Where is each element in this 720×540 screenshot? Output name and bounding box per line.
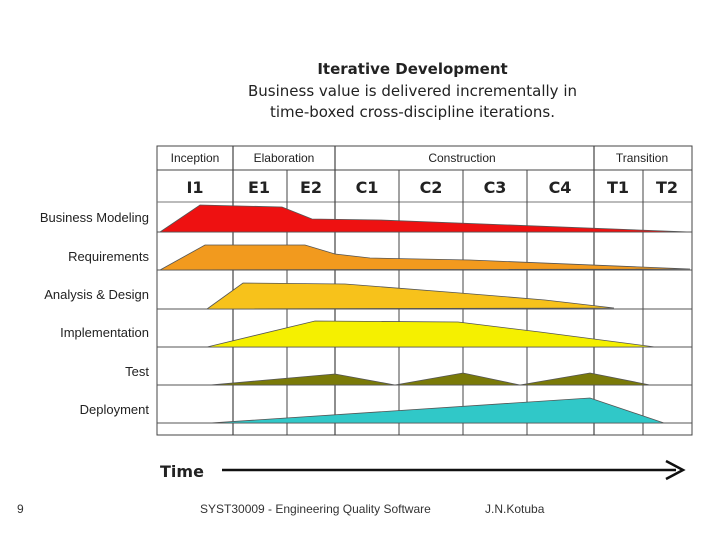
discipline-label-requirements: Requirements xyxy=(68,249,149,264)
time-arrow-head-icon xyxy=(665,459,686,481)
iteration-label-c4: C4 xyxy=(549,178,572,197)
diagram-title: Iterative Development xyxy=(317,60,508,78)
iteration-label-e1: E1 xyxy=(248,178,270,197)
diagram-subtitle: Business value is delivered incrementall… xyxy=(200,81,625,123)
hump-business-modeling xyxy=(158,204,691,233)
discipline-label-analysis-design: Analysis & Design xyxy=(44,287,149,302)
time-axis-label: Time xyxy=(160,462,204,481)
iteration-label-i1: I1 xyxy=(186,178,203,197)
iteration-label-e2: E2 xyxy=(300,178,322,197)
hump-analysis-design xyxy=(205,282,615,310)
subtitle-line-2: time-boxed cross-discipline iterations. xyxy=(269,103,555,121)
slide-number: 9 xyxy=(17,502,24,516)
iteration-label-c2: C2 xyxy=(420,178,443,197)
hump-implementation xyxy=(206,320,656,348)
discipline-label-implementation: Implementation xyxy=(60,325,149,340)
iteration-label-t1: T1 xyxy=(607,178,629,197)
phase-label-inception: Inception xyxy=(171,151,220,165)
subtitle-line-1: Business value is delivered incrementall… xyxy=(247,82,577,100)
discipline-label-business-modeling: Business Modeling xyxy=(40,210,149,225)
phase-label-transition: Transition xyxy=(616,151,668,165)
hump-deployment xyxy=(209,397,665,424)
hump-test xyxy=(209,372,660,386)
iteration-label-c1: C1 xyxy=(356,178,379,197)
hump-requirements xyxy=(159,244,691,271)
footer-course: SYST30009 - Engineering Quality Software xyxy=(200,502,431,516)
iteration-label-t2: T2 xyxy=(656,178,678,197)
footer-author: J.N.Kotuba xyxy=(485,502,545,516)
phase-label-elaboration: Elaboration xyxy=(254,151,315,165)
discipline-label-test: Test xyxy=(125,364,149,379)
phase-label-construction: Construction xyxy=(428,151,495,165)
iteration-label-c3: C3 xyxy=(484,178,507,197)
discipline-label-deployment: Deployment xyxy=(80,402,150,417)
